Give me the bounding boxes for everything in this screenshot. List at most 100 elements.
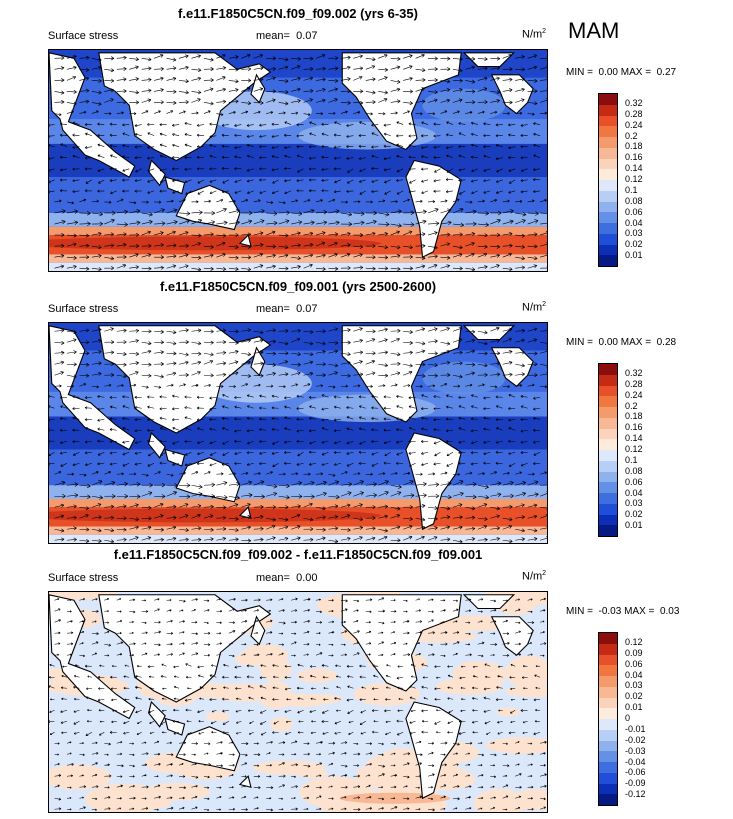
- panel-2-minmax: MIN = 0.00 MAX = 0.28: [566, 337, 677, 348]
- panel-3-colorbar-labels: 0.12 0.09 0.06 0.04 0.03 0.02 0.01 0 -0.01 -0.02-…: [625, 632, 665, 806]
- panel-1-units: N/m2: [522, 28, 547, 41]
- panel-1-map: [48, 49, 548, 272]
- colorbar-swatch: [599, 137, 617, 148]
- colorbar-tick-label: 0.06: [625, 206, 643, 217]
- panel-1-mean-label: mean=: [256, 30, 290, 42]
- colorbar-swatch: [599, 762, 617, 773]
- colorbar-tick-label: 0.02: [625, 691, 643, 702]
- panel-1-colorbar-labels: 0.32 0.28 0.24 0.2 0.18 0.16 0.14 0.12 0.1 0.08 0.…: [625, 93, 665, 267]
- colorbar-tick-label: 0.28: [625, 108, 643, 119]
- colorbar-tick-label: 0.01: [625, 250, 643, 261]
- colorbar-tick-label: 0.09: [625, 647, 643, 658]
- colorbar-tick-label: 0.02: [625, 509, 643, 520]
- colorbar-swatch: [599, 708, 617, 719]
- colorbar-tick-label: -0.04: [625, 756, 646, 767]
- panel-3-mean-label: mean=: [256, 572, 290, 584]
- colorbar-swatch: [599, 158, 617, 170]
- colorbar-tick-label: 0.04: [625, 669, 643, 680]
- colorbar-tick-label: 0.18: [625, 411, 643, 422]
- panel-3-mean: mean= 0.00: [256, 572, 318, 584]
- panel-3-map-svg: [49, 592, 547, 812]
- colorbar-swatch: [599, 751, 617, 762]
- colorbar-swatch: [599, 201, 617, 213]
- colorbar-tick-label: 0.12: [625, 444, 643, 454]
- colorbar-tick-label: 0.12: [625, 636, 643, 647]
- colorbar-swatch: [599, 385, 617, 397]
- panel-3-title: f.e11.F1850C5CN.f09_f09.002 - f.e11.F185…: [113, 547, 483, 562]
- colorbar-tick-label: 0.24: [625, 119, 643, 130]
- colorbar-swatch: [599, 233, 617, 245]
- colorbar-swatch: [599, 514, 617, 526]
- panel-2-map-svg: [49, 323, 547, 543]
- colorbar-tick-label: 0.1: [625, 454, 638, 465]
- colorbar-tick-label: -0.01: [625, 723, 646, 734]
- colorbar-swatch: [599, 460, 617, 472]
- colorbar-swatch: [599, 493, 617, 504]
- colorbar-tick-label: 0.04: [625, 487, 643, 498]
- colorbar-tick-label: -0.09: [625, 778, 646, 789]
- colorbar-swatch: [599, 794, 617, 805]
- colorbar-swatch: [599, 147, 617, 159]
- colorbar-tick-label: 0.01: [625, 702, 643, 713]
- panel-3-minmax: MIN = -0.03 MAX = 0.03: [566, 606, 680, 617]
- colorbar-tick-label: 0.03: [625, 498, 643, 509]
- colorbar-tick-label: 0.08: [625, 465, 643, 476]
- colorbar-tick-label: 0.03: [625, 680, 643, 691]
- colorbar-swatch: [599, 643, 617, 655]
- colorbar-swatch: [599, 407, 617, 418]
- panel-3-mean-value: 0.00: [296, 572, 318, 584]
- colorbar-tick-label: 0.04: [625, 217, 643, 228]
- colorbar-tick-label: 0.16: [625, 152, 643, 163]
- colorbar-swatch: [599, 697, 617, 709]
- colorbar-tick-label: 0.06: [625, 658, 643, 669]
- colorbar-swatch: [599, 374, 617, 386]
- colorbar-swatch: [599, 525, 617, 536]
- colorbar-tick-label: 0.08: [625, 195, 643, 206]
- colorbar-swatch: [599, 482, 617, 493]
- colorbar-swatch: [599, 665, 617, 676]
- colorbar-tick-label: 0.02: [625, 239, 643, 250]
- colorbar-swatch: [599, 428, 617, 440]
- panel-2-mean: mean= 0.07: [256, 303, 318, 315]
- colorbar-swatch: [599, 364, 617, 375]
- panel-3-colorbar: [598, 632, 618, 806]
- colorbar-swatch: [599, 503, 617, 515]
- colorbar-tick-label: 0.28: [625, 378, 643, 389]
- colorbar-tick-label: -0.02: [625, 734, 646, 745]
- colorbar-swatch: [599, 190, 617, 202]
- panel-2-colorbar: [598, 363, 618, 537]
- panel-2-variable-label: Surface stress: [48, 303, 119, 315]
- colorbar-swatch: [599, 180, 617, 191]
- panel-2-map: [48, 322, 548, 544]
- colorbar-tick-label: 0: [625, 713, 631, 723]
- colorbar-swatch: [599, 223, 617, 234]
- colorbar-swatch: [599, 729, 617, 741]
- colorbar-tick-label: 0.18: [625, 141, 643, 152]
- colorbar-swatch: [599, 471, 617, 483]
- panel-2-colorbar-labels: 0.32 0.28 0.24 0.2 0.18 0.16 0.14 0.12 0.1 0.08 0.…: [625, 363, 665, 537]
- colorbar-swatch: [599, 212, 617, 223]
- colorbar-swatch: [599, 94, 617, 105]
- panel-2-mean-value: 0.07: [296, 303, 318, 315]
- panel-1-colorbar: [598, 93, 618, 267]
- colorbar-swatch: [599, 676, 617, 687]
- colorbar-tick-label: 0.14: [625, 163, 643, 174]
- colorbar-tick-label: 0.12: [625, 174, 643, 184]
- panel-3-variable-label: Surface stress: [48, 572, 119, 584]
- colorbar-swatch: [599, 104, 617, 116]
- panel-1-minmax: MIN = 0.00 MAX = 0.27: [566, 67, 677, 78]
- colorbar-tick-label: -0.03: [625, 745, 646, 756]
- colorbar-swatch: [599, 772, 617, 784]
- colorbar-tick-label: 0.14: [625, 433, 643, 444]
- colorbar-swatch: [599, 115, 617, 127]
- panel-2-units: N/m2: [522, 301, 547, 314]
- panel-1-mean-value: 0.07: [296, 30, 318, 42]
- colorbar-swatch: [599, 255, 617, 266]
- season-label: MAM: [568, 18, 620, 43]
- colorbar-swatch: [599, 126, 617, 137]
- colorbar-swatch: [599, 654, 617, 666]
- colorbar-swatch: [599, 244, 617, 256]
- colorbar-swatch: [599, 417, 617, 429]
- colorbar-swatch: [599, 169, 617, 180]
- colorbar-tick-label: 0.32: [625, 97, 643, 108]
